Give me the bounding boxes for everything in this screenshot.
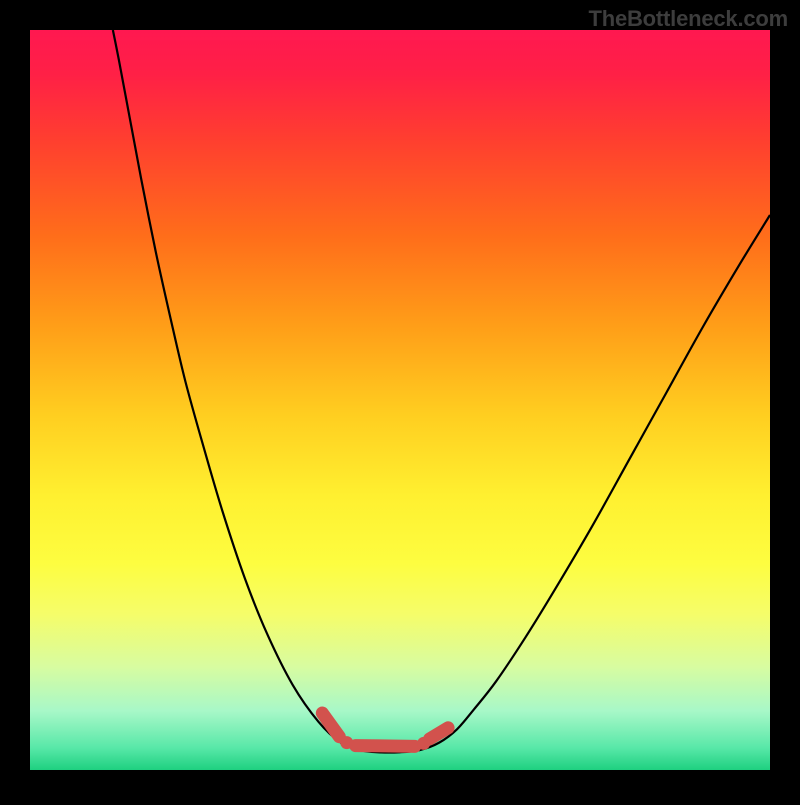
plot-background — [30, 30, 770, 770]
watermark-label: TheBottleneck.com — [588, 6, 788, 32]
optimal-zone-dot — [340, 736, 353, 749]
optimal-zone-segment — [356, 746, 415, 747]
chart-root: TheBottleneck.com — [0, 0, 800, 800]
bottleneck-curve-chart — [0, 0, 800, 800]
optimal-zone-dot — [417, 737, 430, 750]
